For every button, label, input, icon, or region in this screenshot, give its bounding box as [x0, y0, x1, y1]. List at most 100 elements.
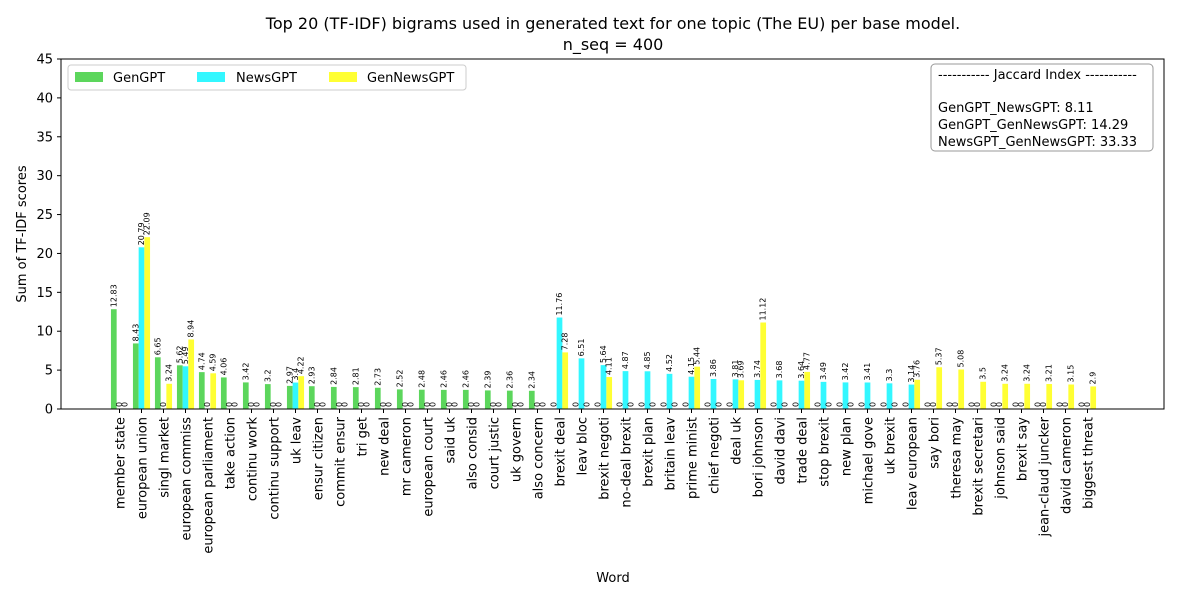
bar-newsgpt: [864, 382, 871, 409]
data-label: 0: [1055, 402, 1064, 407]
data-label: 4.06: [219, 358, 228, 376]
data-label: 3.5: [979, 367, 988, 380]
data-label: 0: [423, 402, 432, 407]
x-tick-label: uk govern: [510, 417, 525, 482]
bar-gennewsgpt: [1068, 384, 1075, 409]
x-tick-label: johnson said: [994, 417, 1009, 500]
data-label: 5.08: [957, 350, 966, 368]
x-tick-label: brexit secretari: [972, 417, 987, 516]
bar-newsgpt: [622, 371, 629, 409]
bar-newsgpt: [732, 379, 739, 409]
data-label: 2.36: [505, 371, 514, 389]
bar-gengpt: [374, 387, 381, 409]
data-label: 0: [769, 402, 778, 407]
bar-gengpt: [176, 365, 183, 409]
bar-gennewsgpt: [188, 339, 195, 409]
bar-newsgpt: [798, 380, 805, 409]
jaccard-index-box: ----------- Jaccard Index ----------- Ge…: [930, 63, 1154, 152]
bar-gengpt: [220, 377, 227, 409]
data-label: 0: [319, 402, 328, 407]
data-label: 0: [593, 402, 602, 407]
data-label: 0: [1033, 402, 1042, 407]
value-labels-layer: 12.83008.4320.7922.096.6503.245.625.498.…: [109, 212, 1097, 407]
x-tick-label: prime minist: [686, 417, 701, 499]
data-label: 22.09: [143, 212, 152, 235]
data-label: 0: [929, 402, 938, 407]
bar-gengpt: [198, 372, 205, 409]
bar-newsgpt: [578, 358, 585, 409]
bar-gengpt: [286, 385, 293, 409]
data-label: 0: [995, 402, 1004, 407]
data-label: 0: [533, 402, 542, 407]
bar-gennewsgpt: [1002, 383, 1009, 409]
data-label: 6.65: [153, 337, 162, 355]
bar-gennewsgpt: [958, 369, 965, 409]
data-label: 4.22: [297, 356, 306, 374]
data-label: 0: [225, 402, 234, 407]
data-label: 0: [159, 402, 168, 407]
x-tick-label: commit ensur: [334, 416, 349, 507]
jaccard-line: GenGPT_GenNewsGPT: 14.29: [938, 118, 1128, 133]
data-label: 0: [715, 402, 724, 407]
y-tick-label: 25: [36, 208, 53, 223]
bar-newsgpt: [688, 376, 695, 409]
bar-gennewsgpt: [694, 366, 701, 409]
data-label: 2.34: [527, 371, 536, 389]
y-tick-label: 20: [36, 247, 53, 262]
data-label: 0: [857, 402, 866, 407]
data-label: 0: [451, 402, 460, 407]
bar-gennewsgpt: [1024, 383, 1031, 409]
data-label: 0: [945, 402, 954, 407]
data-label: 0: [989, 402, 998, 407]
data-label: 3.76: [913, 360, 922, 378]
data-label: 6.51: [577, 339, 586, 357]
bar-gennewsgpt: [738, 380, 745, 409]
bar-gennewsgpt: [298, 376, 305, 409]
bar-newsgpt: [908, 384, 915, 409]
bar-gengpt: [264, 384, 271, 409]
bar-newsgpt: [886, 383, 893, 409]
data-label: 0: [489, 402, 498, 407]
jaccard-box-frame: [930, 63, 1154, 152]
bar-newsgpt: [644, 371, 651, 409]
data-label: 0: [659, 402, 668, 407]
data-label: 7.28: [561, 333, 570, 351]
jaccard-header: ----------- Jaccard Index -----------: [938, 68, 1137, 83]
legend-swatch-gengpt: [75, 72, 103, 82]
data-label: 0: [445, 402, 454, 407]
data-label: 2.46: [461, 370, 470, 388]
data-label: 0: [891, 402, 900, 407]
data-label: 4.85: [643, 351, 652, 369]
data-label: 0: [517, 402, 526, 407]
bar-gennewsgpt: [606, 377, 613, 409]
data-label: 0: [385, 402, 394, 407]
data-label: 0: [781, 402, 790, 407]
data-label: 5.62: [175, 345, 184, 363]
data-label: 2.9: [1089, 372, 1098, 385]
data-label: 0: [115, 402, 124, 407]
x-axis-label: Word: [596, 571, 629, 586]
bar-gennewsgpt: [1046, 384, 1053, 409]
data-label: 0: [203, 402, 212, 407]
data-label: 0: [253, 402, 262, 407]
data-label: 0: [495, 402, 504, 407]
x-tick-label: european parliament: [202, 417, 217, 554]
bar-gengpt: [418, 389, 425, 409]
data-label: 11.76: [555, 293, 564, 316]
data-label: 3.86: [709, 359, 718, 377]
x-tick-label: britain leav: [664, 417, 679, 491]
data-label: 3.24: [1023, 364, 1032, 382]
data-label: 0: [429, 402, 438, 407]
bar-gengpt: [308, 386, 315, 409]
jaccard-line: NewsGPT_GenNewsGPT: 33.33: [938, 135, 1137, 150]
legend-label-gengpt: GenGPT: [113, 71, 165, 86]
y-axis-label: Sum of TF-IDF scores: [15, 165, 30, 302]
x-tick-label: uk leav: [290, 417, 305, 464]
data-label: 4.74: [197, 352, 206, 370]
data-label: 2.39: [483, 371, 492, 389]
x-tick-label: also concern: [532, 417, 547, 499]
data-label: 0: [571, 402, 580, 407]
data-label: 0: [847, 402, 856, 407]
legend-swatch-newsgpt: [197, 72, 225, 82]
x-tick-label: stop brexit: [818, 417, 833, 487]
